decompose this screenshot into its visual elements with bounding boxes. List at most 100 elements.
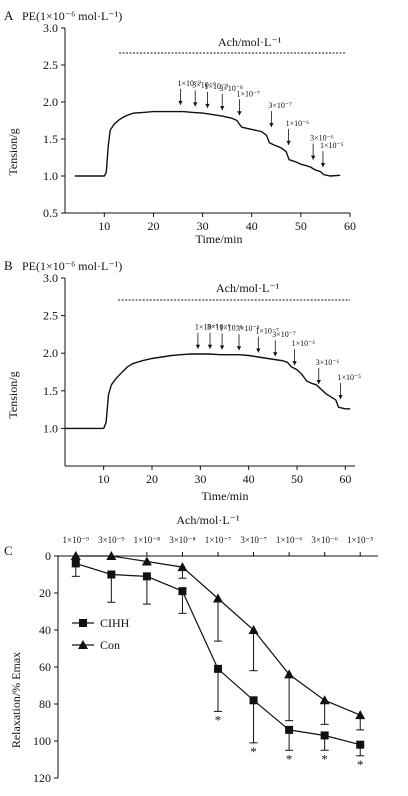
panel-b-dose-arrowhead-3 <box>236 346 242 351</box>
series-cihh-point-1 <box>107 570 116 579</box>
panel-b-x-tick-0: 10 <box>98 472 110 486</box>
series-con-point-0 <box>70 551 81 560</box>
panel-b-x-tick-3: 40 <box>243 472 255 486</box>
panel-a-dose-label-3: 3×10⁻⁸ <box>219 84 243 93</box>
panel-b-x-tick-5: 60 <box>339 472 351 486</box>
panel-a-dose-arrowhead-6 <box>286 140 291 145</box>
panel-b-dose-label-4: 1×10⁻⁷ <box>255 326 279 335</box>
legend-con-label: Con <box>100 638 120 652</box>
panel-b-dose-arrowhead-6 <box>292 361 297 366</box>
panel-c-category-labels: 1×10⁻⁹ 3×10⁻⁹ 1×10⁻⁸ 3×10⁻⁸ 1×10⁻⁷ 3×10⁻⁷ 1×10… <box>63 535 373 556</box>
panel-a-dose-label-0: 1×10⁻⁹ <box>177 79 201 88</box>
series-con-point-6 <box>284 669 295 679</box>
panel-b-dose-label-6: 1×10⁻⁶ <box>292 339 316 348</box>
panel-b-dose-label-5: 3×10⁻⁷ <box>272 330 296 339</box>
panel-b-dose-arrowhead-2 <box>219 345 225 350</box>
panel-b-dose-arrowhead-4 <box>256 348 261 353</box>
series-con-point-1 <box>106 551 117 560</box>
panel-b-dose-label-8: 1×10⁻⁵ <box>338 373 362 382</box>
panel-b-dose-label-0: 1×10⁻⁹ <box>195 323 219 332</box>
panel-a-dose-arrowhead-5 <box>269 123 274 128</box>
panel-b-x-label: Time/min <box>202 489 249 503</box>
panel-c-series: * * * * * <box>70 551 366 772</box>
panel-c-category-2: 1×10⁻⁸ <box>134 535 160 545</box>
panel-c-category-4: 1×10⁻⁷ <box>205 535 231 545</box>
panel-a-x-tick-2: 30 <box>197 219 209 233</box>
panel-b-y-ticks: 1.0 1.5 2.0 2.5 3.0 <box>43 271 65 435</box>
series-cihh-point-7 <box>320 731 329 740</box>
series-cihh-point-3 <box>178 587 187 596</box>
panel-a-dose-arrowhead-4 <box>237 111 242 116</box>
panel-b-dose-annotations: 1×10⁻⁹3×10⁻⁹1×10⁻⁸3×10⁻⁸1×10⁻⁷3×10⁻⁷1×10… <box>195 323 362 400</box>
panel-c: C Ach/mol·L⁻¹ 0 20 40 60 80 100 120 1×10⁻⁹ 3×10… <box>4 513 378 785</box>
panel-a-dose-label-4: 1×10⁻⁷ <box>236 89 260 98</box>
panel-c-category-7: 3×10⁻⁶ <box>311 535 337 545</box>
panel-a-dose-arrowhead-7 <box>310 155 316 160</box>
panel-b-dose-label-7: 3×10⁻⁶ <box>316 358 340 367</box>
panel-b-y-tick-1: 1.5 <box>43 384 58 398</box>
panel-b-dose-arrowhead-1 <box>207 344 213 349</box>
panel-a-x-label: Time/min <box>196 232 243 246</box>
series-cihh-point-6 <box>285 725 294 734</box>
panel-c-y-label: Relaxation/% Emax <box>9 652 23 748</box>
legend-cihh-marker <box>79 619 87 627</box>
panel-c-top-label: Ach/mol·L⁻¹ <box>176 513 240 527</box>
panel-b: B PE(1×10⁻⁶ mol·L⁻¹) Ach/mol·L⁻¹ 1.0 1.5 2… <box>4 258 361 503</box>
panel-a: A PE(1×10⁻⁶ mol·L⁻¹) Ach/mol·L⁻¹ 0.5 1.0 1… <box>4 8 356 246</box>
series-con-point-5 <box>248 625 259 634</box>
panel-c-label: C <box>4 543 13 558</box>
panel-a-trace-line <box>74 110 341 177</box>
panel-c-y-label-text: Relaxation/% Emax <box>9 652 23 748</box>
panel-c-category-5: 3×10⁻⁷ <box>240 535 266 545</box>
panel-c-category-8: 1×10⁻⁵ <box>347 535 373 545</box>
panel-a-dose-arrowhead-8 <box>320 163 326 168</box>
series-cihh-point-5 <box>249 696 258 705</box>
panel-c-legend: CIHH Con <box>72 616 130 652</box>
panel-a-y-tick-1: 1.0 <box>43 169 58 183</box>
panel-a-y-tick-0: 0.5 <box>43 206 58 220</box>
panel-a-dose-annotations: 1×10⁻⁹3×10⁻⁹1×10⁻⁸3×10⁻⁸1×10⁻⁷ 3×10⁻⁷ 1×10… <box>177 79 344 168</box>
panel-a-y-label: Tension/g <box>6 128 20 175</box>
panel-b-y-tick-2: 2.0 <box>43 346 58 360</box>
panel-b-dose-label-3: 3×10⁻⁸ <box>236 324 260 333</box>
panel-b-x-ticks: 10 20 30 40 50 60 <box>98 466 351 486</box>
panel-b-x-tick-1: 20 <box>146 472 158 486</box>
panel-b-trace-line <box>65 353 351 430</box>
panel-c-y-tick-5: 100 <box>33 734 51 748</box>
panel-a-pe-label: PE(1×10⁻⁶ mol·L⁻¹) <box>22 9 122 23</box>
legend-cihh-label: CIHH <box>100 616 130 630</box>
panel-a-dose-label-5: 3×10⁻⁷ <box>268 101 292 110</box>
panel-c-y-tick-3: 60 <box>39 660 51 674</box>
panel-b-dose-label-1: 3×10⁻⁹ <box>207 323 231 332</box>
panel-b-ach-label: Ach/mol·L⁻¹ <box>216 281 280 295</box>
series-con-point-2 <box>141 556 152 566</box>
series-con-point-3 <box>177 562 188 572</box>
panel-c-y-tick-4: 80 <box>39 697 51 711</box>
series-con-point-8 <box>355 710 366 720</box>
panel-b-x-tick-4: 50 <box>291 472 303 486</box>
series-cihh-point-4 <box>214 664 222 673</box>
panel-a-dose-arrowhead-3 <box>220 106 225 111</box>
panel-c-category-1: 3×10⁻⁹ <box>98 535 124 545</box>
series-cihh-significance-6: * <box>286 751 293 766</box>
panel-b-label: B <box>4 258 13 273</box>
panel-c-y-tick-0: 0 <box>45 549 51 563</box>
panel-a-dose-label-7: 3×10⁻⁶ <box>310 134 334 143</box>
panel-a-y-tick-3: 2.0 <box>43 95 58 109</box>
series-cihh-point-0 <box>71 559 80 568</box>
panel-b-dose-arrowhead-0 <box>195 344 201 349</box>
panel-a-dose-arrowhead-2 <box>205 103 210 108</box>
panel-a-x-tick-0: 10 <box>98 219 110 233</box>
legend-con-marker <box>78 640 88 649</box>
panel-a-y-ticks: 0.5 1.0 1.5 2.0 2.5 3.0 <box>43 21 65 220</box>
panel-a-y-tick-4: 2.5 <box>43 58 58 72</box>
panel-c-y-tick-6: 120 <box>33 771 51 785</box>
panel-a-x-tick-3: 40 <box>246 219 258 233</box>
series-con-point-7 <box>319 695 330 705</box>
panel-b-dose-arrowhead-5 <box>273 352 278 357</box>
panel-c-y-tick-2: 40 <box>39 623 51 637</box>
panel-b-y-tick-3: 2.5 <box>43 309 58 323</box>
series-cihh-significance-7: * <box>321 751 328 766</box>
series-cihh-significance-4: * <box>215 712 222 727</box>
panel-b-dose-arrowhead-8 <box>338 395 343 400</box>
